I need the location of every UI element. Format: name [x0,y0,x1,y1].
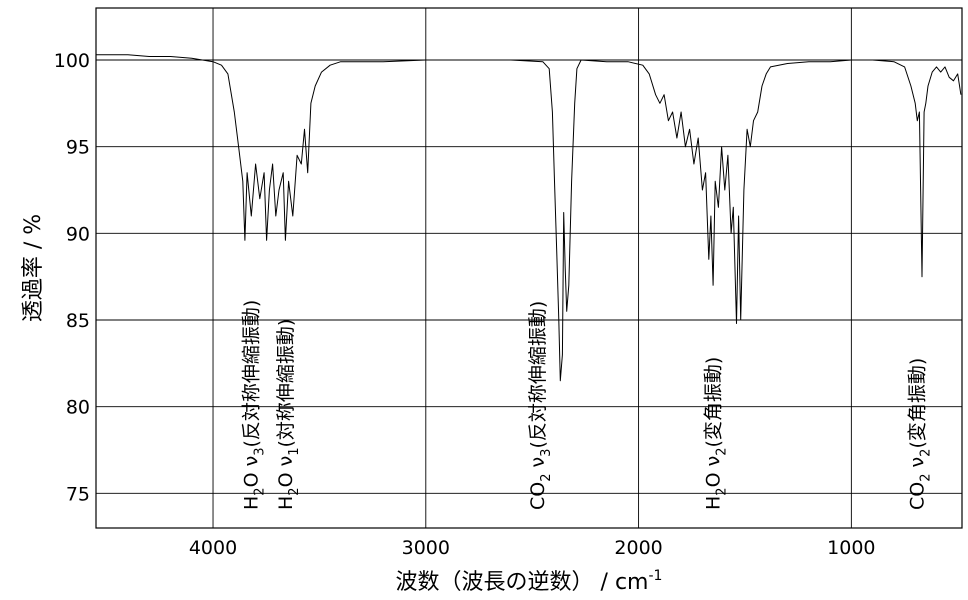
annotation-label: H2O ν3(反対称伸縮振動) [241,300,268,510]
x-tick-label: 3000 [402,537,450,559]
annotation-part: (変角振動) [907,358,929,449]
annotation-part: 2 [714,487,729,495]
annotation-part: 1 [287,448,302,456]
annotation-part: (変角振動) [702,357,724,448]
annotation-part: 2 [287,487,302,495]
y-tick-label: 85 [66,310,90,332]
annotation-part: CO [527,482,549,510]
tick-layer: 4000 3000 2000 1000 75 80 85 90 95 100 [54,50,876,559]
x-tick-label: 4000 [189,537,237,559]
annotation-part: O [702,472,724,487]
annotation-part: ν [702,456,724,473]
annotation-part: ν [241,456,263,473]
annotation-part: (反対称伸縮振動) [527,301,549,449]
annotation-part: (対称伸縮振動) [275,319,297,448]
annotation-part: H [275,496,297,510]
grid [96,8,962,528]
x-axis-title: 波数（波長の逆数） / cm-1 [396,568,663,595]
annotation-label: CO2 ν3(反対称伸縮振動) [527,301,554,510]
annotation-part: ν [275,456,297,473]
annotation-part: 2 [539,473,554,481]
x-axis-title-text: 波数（波長の逆数） / cm [396,570,649,595]
annotation-part: 2 [253,487,268,495]
annotation-layer: H2O ν3(反対称伸縮振動)H2O ν1(対称伸縮振動)CO2 ν3(反対称伸… [241,300,934,510]
y-tick-label: 100 [54,50,90,72]
annotation-part: ν [527,457,549,474]
y-tick-label: 80 [66,397,90,419]
series-layer [96,54,962,382]
annotation-part: (反対称伸縮振動) [241,300,263,448]
annotation-part: 2 [919,449,934,457]
annotation-part: O [275,472,297,487]
y-tick-label: 90 [66,223,90,245]
annotation-part: 3 [539,449,554,457]
x-axis-title-superscript: -1 [648,568,662,584]
annotation-part: H [702,496,724,510]
annotation-part: O [241,472,263,487]
plot-frame [95,7,963,529]
y-axis-title: 透過率 / % [21,214,46,322]
x-tick-label: 1000 [827,537,875,559]
x-tick-label: 2000 [614,537,662,559]
annotation-label: H2O ν2(変角振動) [702,357,729,510]
annotation-part: CO [907,482,929,510]
annotation-part: H [241,496,263,510]
annotation-label: H2O ν1(対称伸縮振動) [275,319,302,510]
y-tick-label: 95 [66,137,90,159]
annotation-part: 2 [919,473,934,481]
annotation-part: 2 [714,448,729,456]
annotation-part: ν [907,457,929,474]
annotation-part: 3 [253,448,268,456]
spectrum-line [96,54,962,382]
y-tick-label: 75 [66,483,90,505]
annotation-label: CO2 ν2(変角振動) [907,358,934,510]
